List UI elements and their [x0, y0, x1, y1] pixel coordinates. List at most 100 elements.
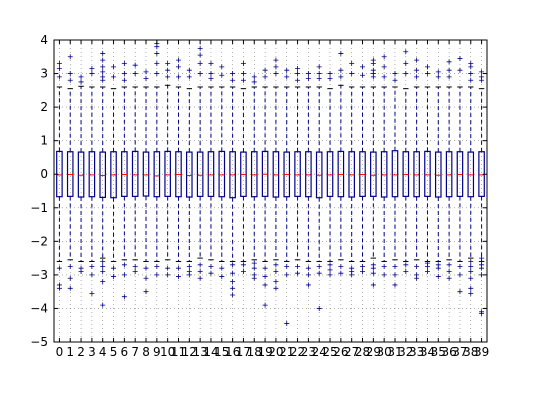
- flier-point: [121, 294, 127, 300]
- x-tick-label: 10: [160, 345, 175, 359]
- flier-point: [338, 270, 344, 276]
- flier-point: [435, 69, 441, 75]
- flier-point: [468, 290, 474, 296]
- box-body: [413, 151, 420, 198]
- flier-point: [284, 67, 290, 73]
- flier-point: [121, 60, 127, 66]
- flier-point: [468, 264, 474, 269]
- flier-point: [273, 285, 279, 291]
- box-body: [456, 151, 464, 197]
- flier-point: [219, 64, 225, 70]
- flier-point: [305, 272, 311, 278]
- box-38: [467, 60, 475, 296]
- x-tick-label: 0: [56, 345, 64, 359]
- flier-point: [479, 69, 485, 75]
- flier-point: [360, 264, 366, 269]
- flier-point: [219, 274, 225, 280]
- flier-point: [165, 60, 171, 66]
- box-8: [142, 69, 150, 295]
- box-29: [370, 57, 377, 288]
- y-tick-label: −3: [30, 268, 48, 282]
- flier-point: [349, 60, 355, 66]
- flier-point: [132, 71, 138, 77]
- x-tick-label: 23: [301, 345, 316, 359]
- box-15: [218, 64, 226, 280]
- box-19: [261, 67, 269, 308]
- box-body: [250, 151, 258, 198]
- flier-point: [414, 264, 420, 269]
- flier-point: [414, 57, 420, 63]
- flier-point: [457, 67, 463, 73]
- flier-point: [175, 274, 181, 280]
- box-25: [326, 71, 334, 278]
- plot-frame: [53, 39, 488, 343]
- x-tick-label: 26: [333, 345, 348, 359]
- flier-point: [305, 76, 311, 82]
- flier-point: [208, 270, 214, 276]
- flier-point: [305, 265, 311, 271]
- flier-point: [273, 262, 279, 268]
- x-tick-label: 37: [452, 345, 467, 359]
- x-tick-label: 25: [322, 345, 337, 359]
- flier-point: [186, 264, 192, 269]
- flier-point: [154, 272, 160, 278]
- flier-point: [121, 262, 127, 268]
- flier-point: [370, 60, 376, 66]
- flier-point: [197, 269, 203, 275]
- box-7: [131, 62, 139, 275]
- box-32: [402, 49, 410, 275]
- box-body: [164, 150, 171, 197]
- x-tick-label: 17: [236, 345, 251, 359]
- flier-point: [381, 74, 387, 80]
- flier-point: [338, 264, 344, 269]
- flier-point: [262, 302, 268, 308]
- flier-point: [154, 60, 160, 66]
- box-24: [315, 64, 323, 311]
- flier-point: [370, 74, 376, 80]
- box-9: [153, 40, 161, 278]
- flier-point: [56, 74, 62, 80]
- flier-point: [143, 265, 149, 271]
- flier-point: [197, 45, 203, 51]
- box-body: [467, 151, 475, 198]
- flier-point: [360, 269, 366, 275]
- flier-point: [67, 285, 73, 291]
- x-tick-label: 34: [420, 345, 435, 359]
- x-tick-label: 28: [355, 345, 370, 359]
- flier-point: [100, 264, 106, 269]
- flier-point: [295, 71, 301, 77]
- flier-point: [327, 272, 333, 278]
- flier-point: [370, 282, 376, 288]
- flier-point: [446, 74, 452, 80]
- box-body: [77, 151, 85, 198]
- box-body: [424, 150, 431, 197]
- x-tick-label: 31: [387, 345, 402, 359]
- x-tick-label: 39: [474, 345, 489, 359]
- box-body: [99, 151, 107, 198]
- box-body: [391, 150, 399, 198]
- flier-point: [370, 270, 376, 276]
- flier-point: [165, 265, 171, 271]
- flier-point: [338, 50, 344, 56]
- flier-point: [67, 54, 73, 60]
- flier-point: [197, 71, 203, 77]
- x-tick-label: 30: [377, 345, 392, 359]
- flier-point: [403, 60, 409, 66]
- box-body: [121, 151, 128, 197]
- flier-point: [175, 57, 181, 63]
- flier-point: [89, 66, 95, 72]
- flier-point: [89, 71, 95, 77]
- box-body: [305, 151, 312, 198]
- y-tick-label: −2: [30, 234, 48, 248]
- flier-point: [414, 67, 420, 73]
- flier-point: [78, 79, 84, 85]
- x-tick-label: 20: [268, 345, 283, 359]
- flier-point: [273, 269, 279, 275]
- flier-point: [327, 267, 333, 273]
- flier-point: [208, 71, 214, 77]
- box-body: [337, 150, 345, 198]
- flier-point: [67, 71, 73, 77]
- box-36: [445, 59, 453, 281]
- flier-point: [316, 64, 322, 70]
